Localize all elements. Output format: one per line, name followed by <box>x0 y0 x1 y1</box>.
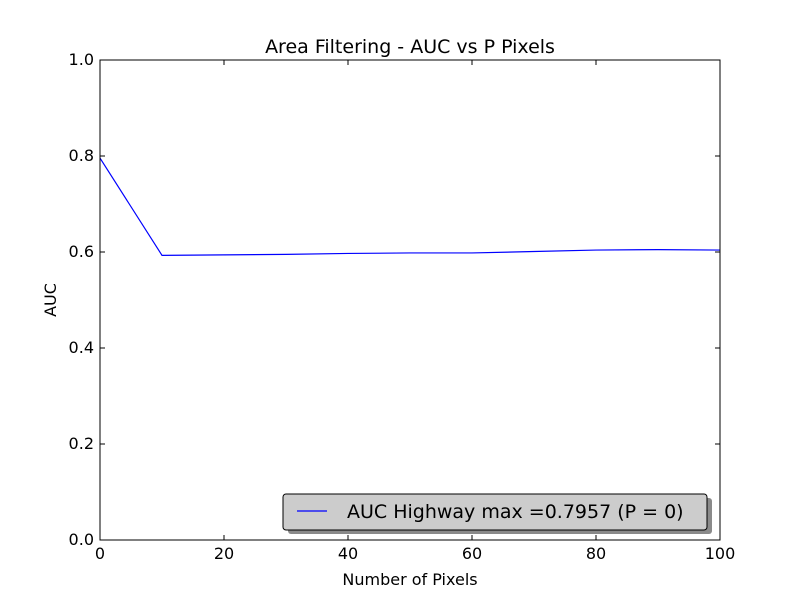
legend-box <box>282 493 708 531</box>
y-tick-label: 1.0 <box>69 50 94 69</box>
x-tick-label: 0 <box>95 544 105 563</box>
series-line-auc-highway <box>99 157 721 256</box>
y-tick-label: 0.0 <box>69 530 94 549</box>
legend: AUC Highway max =0.7957 (P = 0) <box>282 493 712 534</box>
chart-title: Area Filtering - AUC vs P Pixels <box>265 36 555 58</box>
x-tick-label: 60 <box>462 544 482 563</box>
y-tick-label: 0.6 <box>69 242 94 261</box>
x-axis-label: Number of Pixels <box>342 570 477 589</box>
plot-series <box>99 157 721 256</box>
x-tick-label: 20 <box>214 544 234 563</box>
legend-entry-label: AUC Highway max =0.7957 (P = 0) <box>347 501 684 523</box>
y-axis-label: AUC <box>41 283 60 317</box>
x-tick-label: 100 <box>705 544 736 563</box>
x-tick-label: 80 <box>586 544 606 563</box>
y-tick-label: 0.4 <box>69 338 94 357</box>
y-tick-label: 0.2 <box>69 434 94 453</box>
y-tick-label: 0.8 <box>69 146 94 165</box>
plot-frame <box>99 59 721 541</box>
axis-ticks: 0 20 40 60 80 100 0.0 0.2 0.4 0.6 0.8 1.0 <box>69 50 736 563</box>
x-tick-label: 40 <box>338 544 358 563</box>
